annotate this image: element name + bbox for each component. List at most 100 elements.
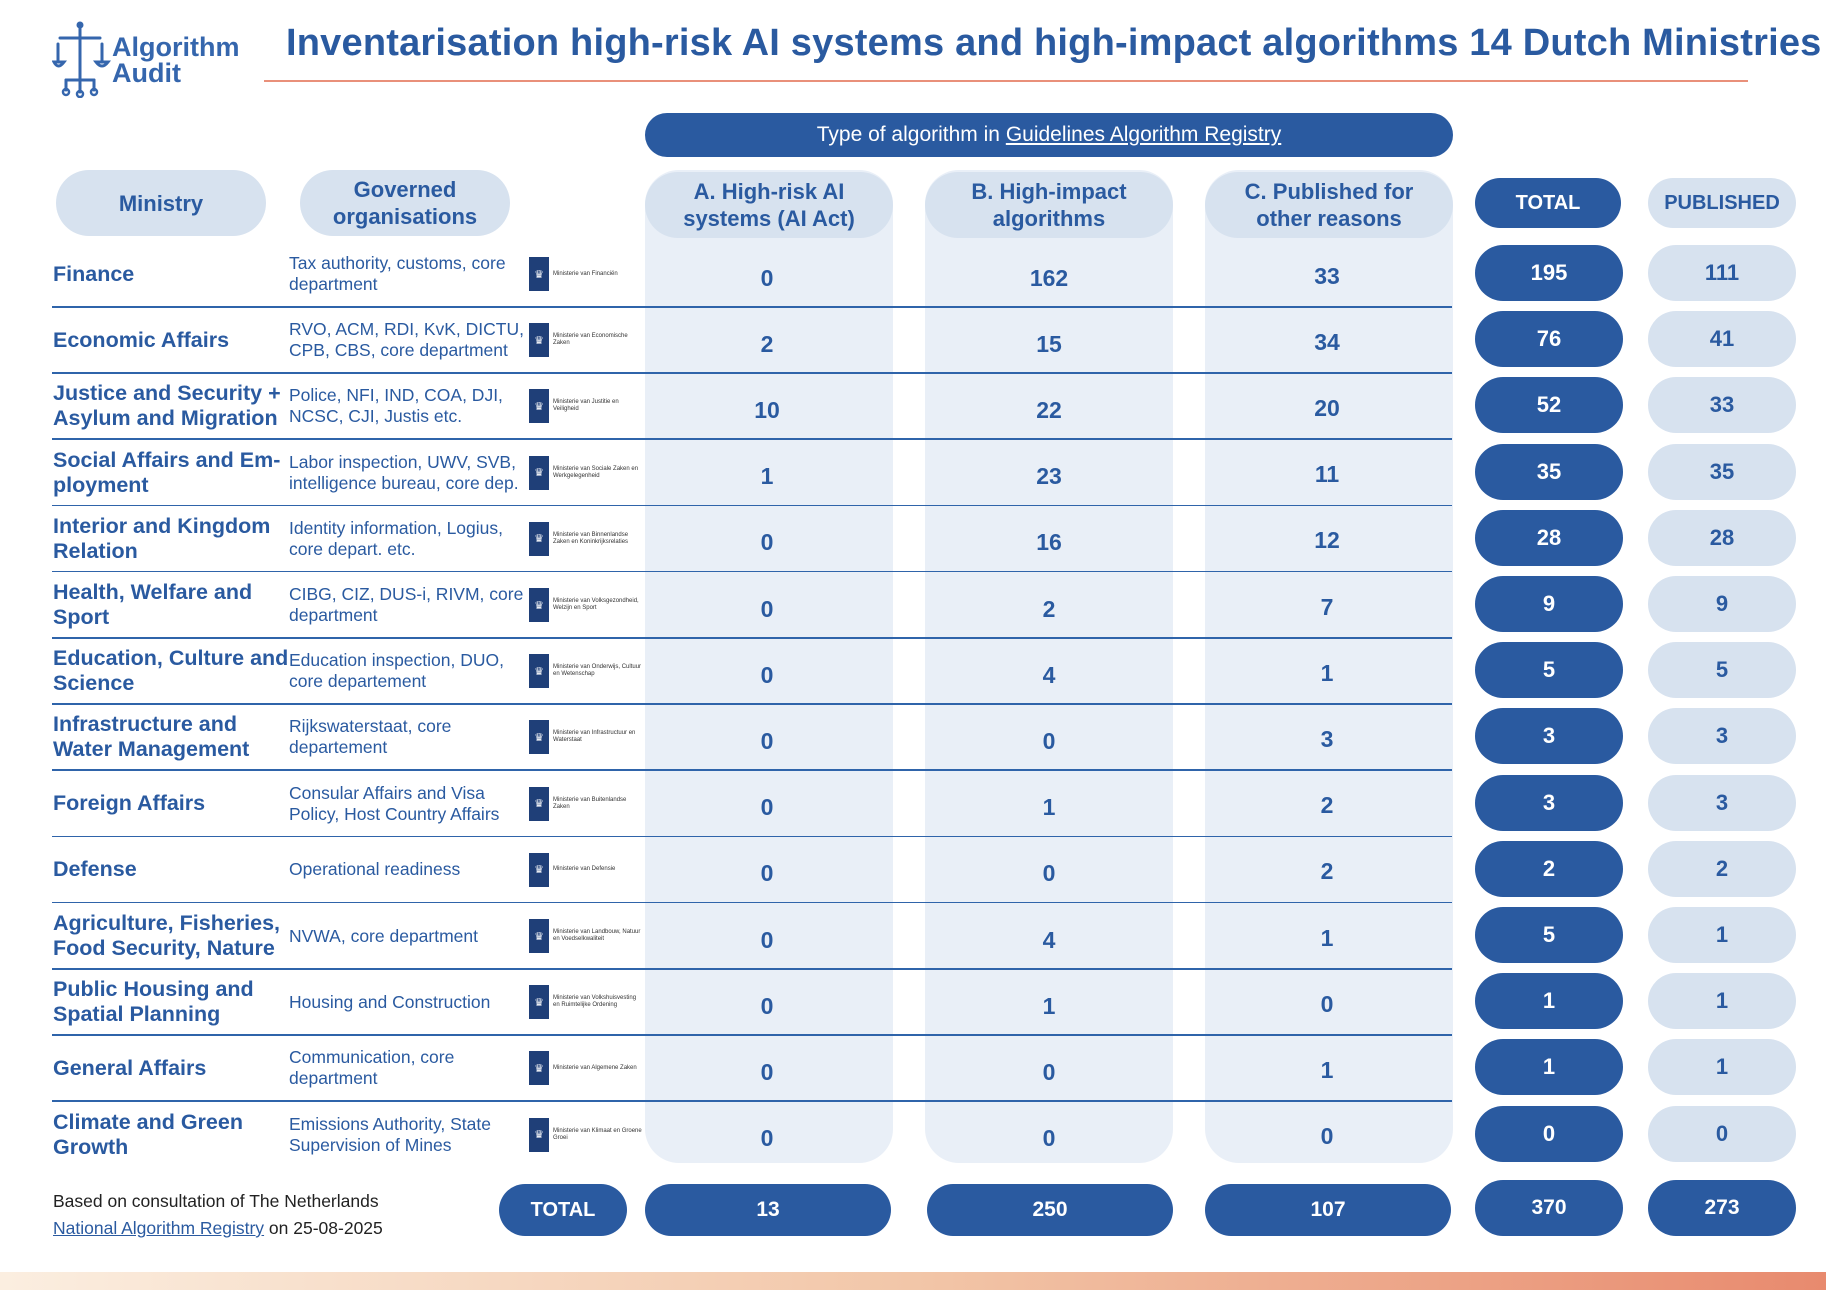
value-column-b: 2 [1042, 595, 1056, 622]
value-column-c: 2 [1320, 858, 1334, 885]
ministry-emblem: ♛ Ministerie van Sociale Zaken en Werkgel… [529, 454, 644, 492]
algorithm-type-banner: Type of algorithm in Guidelines Algorith… [645, 113, 1453, 157]
row-published: 28 [1648, 509, 1796, 566]
value-column-c: 7 [1320, 593, 1334, 620]
ministry-emblem-text: Ministerie van Buitenlandse Zaken [553, 796, 627, 810]
row-total: 2 [1475, 840, 1623, 897]
governed-organisations: Education inspection, DUO, core departem… [289, 650, 504, 692]
ministry-emblem: ♛ Ministerie van Justitie en Veiligheid [529, 387, 644, 425]
value-column-c: 12 [1314, 527, 1340, 554]
value-column-a: 0 [760, 727, 774, 754]
ministry-emblem: ♛ Ministerie van Financiën [529, 255, 644, 293]
crown-emblem-icon: ♛ [529, 455, 549, 490]
ministry-name: Social Affairs and Em-ployment [53, 447, 281, 497]
value-column-b: 22 [1036, 396, 1062, 423]
ministry-emblem: ♛ Ministerie van Volkshuisvesting en Ruim… [529, 983, 644, 1021]
ministry-emblem: ♛ Ministerie van Klimaat en Groene Groei [529, 1116, 644, 1154]
title-underline [264, 80, 1748, 82]
governed-organisations: Communication, core department [289, 1047, 455, 1089]
governed-organisations: Police, NFI, IND, COA, DJI, NCSC, CJI, J… [289, 385, 503, 427]
header-column-b: B. High-impact algorithms [925, 172, 1173, 238]
crown-emblem-icon: ♛ [529, 786, 549, 821]
value-column-c: 0 [1320, 990, 1334, 1017]
algorithm-audit-logo [51, 20, 262, 99]
row-published: 1 [1648, 907, 1796, 963]
crown-emblem-icon: ♛ [529, 1051, 549, 1086]
guidelines-link[interactable]: Guidelines Algorithm Registry [1005, 123, 1282, 146]
ministry-emblem-text: Ministerie van Binnenlandse Zaken en Kon… [553, 531, 629, 545]
logo-text-line2: Audit [112, 58, 181, 88]
row-published: 1 [1648, 973, 1796, 1030]
ministry-name: Interior and Kingdom Relation [53, 513, 271, 563]
value-column-c: 2 [1320, 792, 1334, 819]
ministry-emblem: ♛ Ministerie van Economische Zaken [529, 321, 644, 359]
ministry-emblem-text: Ministerie van Volksgezondheid, Welzijn … [553, 598, 639, 611]
column-a-background [645, 170, 893, 1163]
row-total: 1 [1475, 973, 1623, 1030]
national-registry-link[interactable]: National Algorithm Registry [53, 1218, 265, 1238]
ministry-emblem-text: Ministerie van Defensie [553, 866, 616, 873]
row-separator [52, 703, 1452, 705]
row-total: 0 [1475, 1105, 1623, 1162]
value-column-c: 1 [1320, 1056, 1334, 1083]
value-column-c: 3 [1320, 725, 1334, 752]
ministry-emblem: ♛ Ministerie van Buitenlandse Zaken [529, 785, 644, 823]
value-column-a: 0 [760, 926, 774, 953]
value-column-a: 10 [754, 396, 780, 423]
row-published: 2 [1648, 840, 1796, 897]
row-published: 3 [1648, 774, 1796, 831]
ministry-emblem-text: Ministerie van Financiën [553, 270, 618, 277]
crown-emblem-icon: ♛ [529, 521, 549, 556]
grand-total: 370 [1475, 1180, 1623, 1236]
ministry-emblem-text: Ministerie van Algemene Zaken [553, 1064, 637, 1071]
governed-organisations: RVO, ACM, RDI, KvK, DICTU, CPB, CBS, cor… [289, 319, 524, 361]
crown-emblem-icon: ♛ [529, 588, 549, 622]
column-b-background [925, 170, 1173, 1163]
row-separator [52, 901, 1452, 904]
ministry-name: Economic Affairs [53, 327, 230, 352]
row-published: 3 [1648, 708, 1796, 765]
crown-emblem-icon: ♛ [529, 257, 549, 291]
row-total: 28 [1475, 509, 1623, 566]
footnote-line1: Based on consultation of The Netherlands [53, 1191, 379, 1211]
value-column-c: 11 [1314, 461, 1340, 488]
row-total: 5 [1475, 642, 1623, 699]
row-published: 5 [1648, 642, 1796, 699]
ministry-emblem-text: Ministerie van Onderwijs, Cultuur en Wet… [553, 664, 642, 678]
row-separator [52, 968, 1452, 970]
value-column-c: 34 [1314, 328, 1340, 355]
row-separator [52, 769, 1452, 771]
value-column-a: 0 [760, 595, 774, 622]
row-separator [52, 1100, 1452, 1102]
ministry-emblem-text: Ministerie van Landbouw, Natuur en Voeds… [553, 929, 641, 942]
logo-text-line1: Algorithm [112, 32, 240, 62]
value-column-b: 0 [1042, 860, 1056, 887]
crown-emblem-icon: ♛ [529, 985, 549, 1020]
value-column-b: 162 [1029, 264, 1069, 291]
row-total: 52 [1475, 377, 1623, 434]
row-separator [52, 504, 1452, 507]
row-published: 0 [1648, 1105, 1796, 1162]
row-total: 5 [1475, 907, 1623, 963]
totals-label: TOTAL [499, 1184, 627, 1236]
row-separator [52, 835, 1452, 838]
row-total: 76 [1475, 311, 1623, 368]
ministry-emblem-text: Ministerie van Volkshuisvesting en Ruimt… [553, 995, 637, 1009]
value-column-a: 0 [760, 1058, 774, 1085]
ministry-emblem-text: Ministerie van Justitie en Veiligheid [553, 399, 619, 413]
governed-organisations: Emissions Authority, State Supervision o… [289, 1113, 491, 1155]
ministry-name: Defense [53, 857, 137, 882]
governed-organisations: Housing and Construction [289, 991, 491, 1012]
value-column-b: 4 [1042, 661, 1056, 688]
total-column-c: 107 [1205, 1184, 1451, 1236]
ministry-emblem: ♛ Ministerie van Onderwijs, Cultuur en We… [529, 652, 644, 690]
logo-text: Algorithm Audit [112, 32, 240, 88]
header-governed-organisations: Governed organisations [300, 170, 510, 236]
ministry-name: Public Housing and Spatial Planning [53, 977, 254, 1027]
governed-organisations: Operational readiness [289, 859, 461, 880]
crown-emblem-icon: ♛ [529, 919, 549, 953]
value-column-a: 2 [760, 330, 774, 357]
row-total: 1 [1475, 1039, 1623, 1096]
value-column-b: 0 [1042, 727, 1056, 754]
ministry-emblem-text: Ministerie van Klimaat en Groene Groei [553, 1127, 642, 1141]
